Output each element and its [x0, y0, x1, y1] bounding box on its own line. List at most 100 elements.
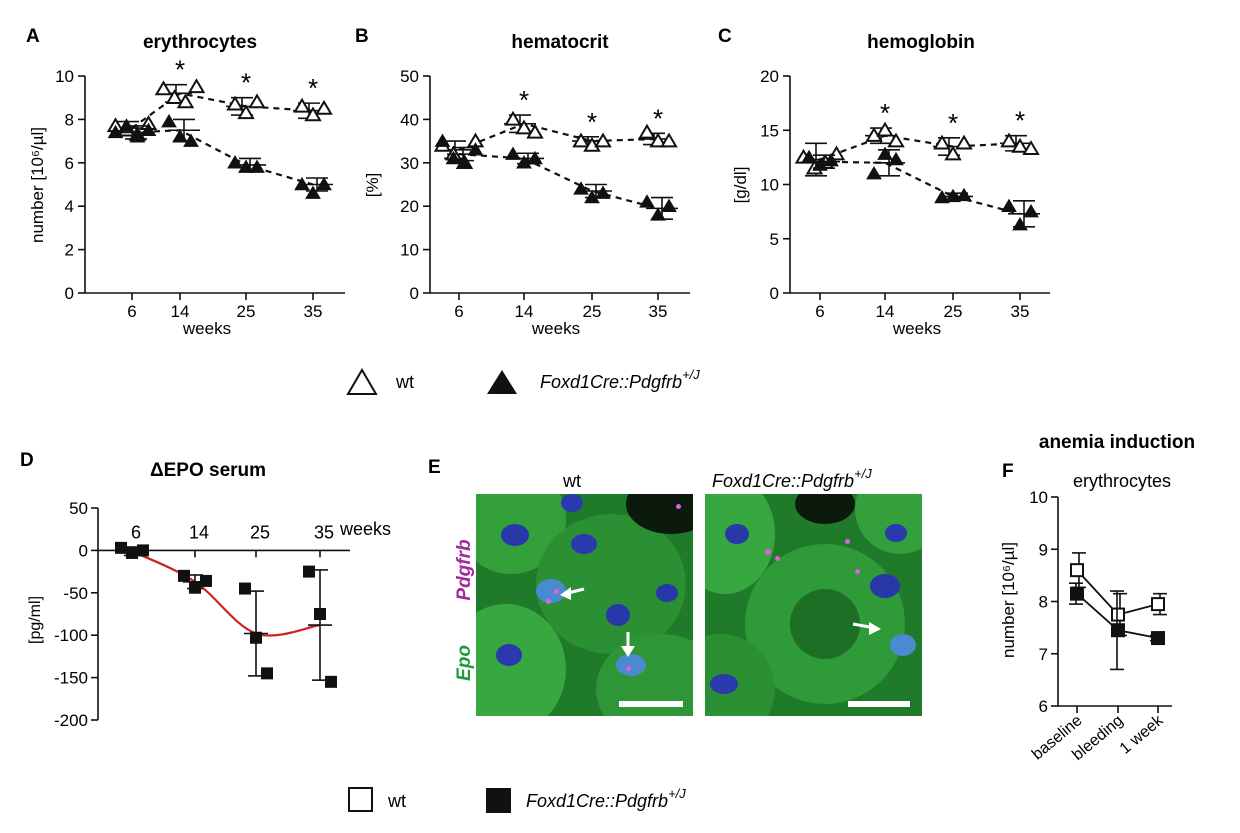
y-tick-label: 10: [760, 176, 779, 195]
x-tick-label: 14: [876, 302, 895, 321]
panel-b-ylabel: [%]: [363, 173, 382, 198]
y-tick-label: 50: [400, 67, 419, 86]
significance-asterisk: *: [241, 68, 251, 98]
data-point-mutant: [456, 155, 473, 169]
y-tick-label: 0: [65, 284, 74, 303]
legend-bottom-mut-marker: [486, 788, 511, 813]
data-point-mutant: [866, 166, 882, 180]
data-point-mutant: [200, 574, 212, 587]
panel-c-plot: 0 5 10 15 20 6 14 25 35 * * *: [760, 67, 1050, 321]
y-tick-label: -50: [63, 584, 88, 603]
data-point-mutant: [249, 159, 265, 173]
data-point-wt: [649, 132, 667, 148]
data-point-mutant: [1023, 203, 1039, 218]
nucleus: [496, 644, 522, 666]
data-point-mutant: [434, 133, 451, 147]
data-point-mutant: [823, 152, 839, 167]
data-point-mutant: [129, 129, 146, 143]
data-point-wt: [660, 132, 678, 148]
panel-e-letter: E: [428, 457, 441, 478]
y-tick-label: 20: [760, 67, 779, 86]
data-point-wt: [1011, 137, 1029, 153]
data-point-mutant: [238, 159, 254, 173]
legend-bottom-mut-label: Foxd1Cre::Pdgfrb+/J: [526, 786, 686, 811]
panel-f-ylabel: number [10⁶/µl]: [999, 542, 1018, 658]
data-point-mutant: [303, 565, 315, 578]
pdgfrb-signal: [554, 589, 559, 594]
data-point-mutant: [325, 675, 337, 688]
y-tick-label: 6: [1039, 697, 1048, 716]
data-point-mutant: [118, 118, 135, 132]
data-point-mutant: [183, 133, 199, 147]
y-tick-label: 0: [79, 541, 88, 560]
pdgfrb-signal: [845, 539, 850, 544]
panel-e-pdgfrb-label: Pdgfrb: [454, 539, 475, 601]
panel-c-xlabel: weeks: [892, 319, 941, 338]
x-tick-label: 14: [515, 302, 534, 321]
pdgfrb-signal: [676, 504, 681, 509]
data-point-mutant: [126, 546, 138, 559]
x-tick-label: 25: [944, 302, 963, 321]
y-tick-label: 7: [1039, 645, 1048, 664]
x-tick-label: 14: [171, 302, 190, 321]
data-point-wt: [226, 95, 244, 111]
y-tick-label: 6: [65, 154, 74, 173]
data-point-mutant: [137, 544, 149, 557]
data-point-wt: [315, 99, 333, 115]
x-tick-label: 6: [454, 302, 463, 321]
data-point-mutant: [584, 189, 600, 204]
panel-e-labels: E wt Foxd1Cre::Pdgfrb+/J Pdgfrb Epo: [428, 457, 872, 681]
nucleus: [870, 574, 900, 598]
y-tick-label: 2: [65, 241, 74, 260]
data-point-wt: [1070, 563, 1084, 578]
data-point-wt: [583, 136, 601, 152]
lumen: [790, 589, 860, 659]
data-point-mutant: [316, 176, 332, 191]
mean-trend-line: [131, 550, 321, 637]
x-tick-label: 25: [237, 302, 256, 321]
data-point-mutant: [505, 146, 521, 160]
data-point-mutant: [314, 608, 326, 620]
y-tick-label: -150: [54, 669, 88, 688]
data-point-mutant: [1012, 217, 1028, 231]
x-tick-label: 35: [314, 522, 334, 542]
data-point-wt: [876, 121, 894, 137]
nucleus: [656, 584, 678, 602]
nucleus: [561, 494, 583, 512]
nucleus: [571, 534, 597, 554]
data-point-wt: [187, 78, 206, 94]
data-point-mutant: [888, 151, 904, 166]
panel-d: D ΔEPO serum [pg/ml] weeks -200-150-100-…: [20, 450, 391, 730]
mean-line-wt: [458, 122, 659, 151]
pdgfrb-signal: [626, 666, 631, 671]
y-tick-label: 40: [400, 110, 419, 129]
panel-c-ylabel: [g/dl]: [731, 167, 750, 204]
data-point-wt: [154, 80, 173, 96]
data-point-wt: [955, 134, 973, 150]
pdgfrb-signal: [546, 599, 551, 604]
data-point-mutant: [1001, 198, 1017, 212]
mean-line-wt: [131, 92, 314, 129]
data-point-mutant: [527, 150, 543, 165]
legend-bottom-wt-marker: [348, 787, 373, 812]
data-point-mutant: [1111, 623, 1125, 638]
arrow-head-icon: [621, 646, 635, 657]
data-point-mutant: [445, 150, 462, 165]
significance-asterisk: *: [948, 108, 958, 138]
panel-b-letter: B: [355, 26, 369, 47]
x-tick-label: 35: [304, 302, 323, 321]
significance-asterisk: *: [175, 55, 185, 85]
nucleus: [501, 524, 529, 546]
data-point-mutant: [140, 122, 157, 136]
data-point-mutant: [801, 149, 817, 164]
data-point-wt: [526, 123, 544, 139]
x-tick-label: 1 week: [1117, 711, 1168, 757]
data-point-mutant: [516, 155, 532, 169]
data-point-mutant: [812, 157, 828, 171]
y-tick-label: 20: [400, 197, 419, 216]
data-point-mutant: [115, 541, 127, 554]
significance-asterisk: *: [880, 98, 890, 128]
x-tick-label: 14: [189, 522, 209, 542]
legend-top-wt-marker: [346, 368, 378, 395]
